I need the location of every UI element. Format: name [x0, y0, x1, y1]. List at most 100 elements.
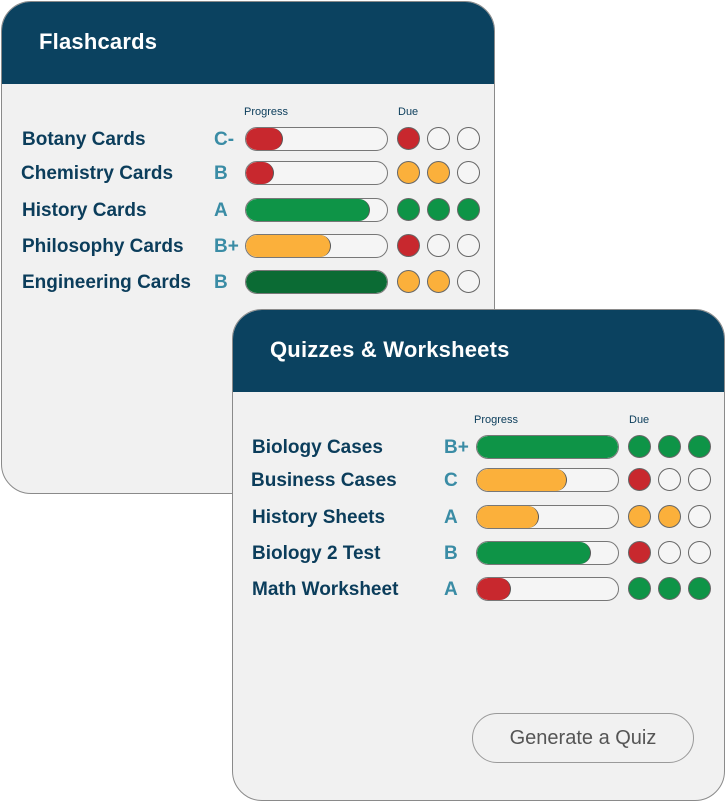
- list-item[interactable]: Biology 2 Test B: [233, 540, 724, 568]
- item-name: Botany Cards: [22, 129, 146, 150]
- item-grade: C-: [214, 129, 235, 150]
- list-item[interactable]: History Sheets A: [233, 504, 724, 532]
- due-dot-empty: [658, 468, 681, 491]
- flashcards-panel: Flashcards Progress Due Botany Cards C- Ch…: [1, 1, 495, 494]
- due-dot-empty: [688, 541, 711, 564]
- due-dot-empty: [658, 541, 681, 564]
- list-item[interactable]: History Cards A: [2, 197, 494, 225]
- due-dot-green: [658, 435, 681, 458]
- progress-bar-fill: [477, 469, 568, 491]
- due-dot-empty: [457, 234, 480, 257]
- due-dot-green: [457, 198, 480, 221]
- due-dot-red: [397, 127, 420, 150]
- progress-bar: [476, 435, 619, 459]
- due-dot-green: [688, 435, 711, 458]
- due-dot-empty: [457, 270, 480, 293]
- item-name: Philosophy Cards: [22, 236, 184, 257]
- due-dot-green: [688, 577, 711, 600]
- item-name: Chemistry Cards: [21, 163, 174, 184]
- quizzes-title: Quizzes & Worksheets: [270, 337, 510, 362]
- due-dot-yellow: [397, 161, 420, 184]
- progress-column-header: Progress: [474, 414, 519, 426]
- list-item[interactable]: Engineering Cards B: [2, 269, 494, 297]
- progress-bar-fill: [246, 162, 275, 184]
- progress-bar-fill: [246, 235, 331, 257]
- list-item[interactable]: Business Cases C: [233, 467, 724, 495]
- progress-bar-fill: [477, 542, 592, 564]
- due-indicators: [397, 198, 480, 221]
- item-grade: B: [444, 543, 458, 564]
- due-dot-red: [397, 234, 420, 257]
- due-indicators: [397, 270, 480, 293]
- due-dot-green: [628, 577, 651, 600]
- progress-bar: [245, 127, 388, 151]
- due-indicators: [628, 541, 711, 564]
- progress-bar: [245, 198, 388, 222]
- due-dot-empty: [457, 161, 480, 184]
- list-item[interactable]: Biology Cases B+: [233, 434, 724, 462]
- progress-bar: [476, 577, 619, 601]
- progress-bar: [476, 505, 619, 529]
- item-name: Biology 2 Test: [252, 543, 381, 564]
- progress-bar: [245, 270, 388, 294]
- progress-bar-fill: [477, 436, 618, 458]
- item-grade: A: [444, 507, 458, 528]
- due-dot-yellow: [427, 270, 450, 293]
- due-dot-red: [628, 541, 651, 564]
- item-name: History Cards: [22, 200, 147, 221]
- item-name: History Sheets: [252, 507, 386, 528]
- list-item[interactable]: Philosophy Cards B+: [2, 233, 494, 261]
- due-dot-green: [628, 435, 651, 458]
- list-item[interactable]: Math Worksheet A: [233, 576, 724, 604]
- due-indicators: [397, 161, 480, 184]
- progress-bar: [245, 161, 388, 185]
- due-dot-green: [397, 198, 420, 221]
- progress-bar-fill: [246, 199, 371, 221]
- due-dot-yellow: [397, 270, 420, 293]
- progress-column-header: Progress: [244, 106, 289, 118]
- flashcards-header: Flashcards: [2, 2, 494, 84]
- due-column-header: Due: [398, 106, 419, 118]
- item-grade: A: [214, 200, 228, 221]
- flashcards-title: Flashcards: [39, 29, 158, 54]
- due-dot-yellow: [658, 505, 681, 528]
- progress-bar-fill: [477, 506, 540, 528]
- due-indicators: [628, 577, 711, 600]
- item-name: Business Cases: [251, 470, 397, 491]
- item-grade: B+: [444, 437, 469, 458]
- item-grade: B: [214, 163, 228, 184]
- quizzes-panel: Quizzes & Worksheets Progress Due Biolog…: [232, 309, 725, 801]
- due-indicators: [397, 234, 480, 257]
- item-name: Math Worksheet: [252, 579, 399, 600]
- progress-bar: [245, 234, 388, 258]
- item-grade: B+: [214, 236, 239, 257]
- due-dot-yellow: [628, 505, 651, 528]
- due-dot-green: [427, 198, 450, 221]
- progress-bar-fill: [246, 128, 283, 150]
- item-grade: C: [444, 470, 458, 491]
- item-grade: A: [444, 579, 458, 600]
- item-grade: B: [214, 272, 228, 293]
- due-dot-empty: [457, 127, 480, 150]
- list-item[interactable]: Chemistry Cards B: [2, 160, 494, 188]
- progress-bar-fill: [246, 271, 387, 293]
- item-name: Engineering Cards: [22, 272, 191, 293]
- due-dot-yellow: [427, 161, 450, 184]
- progress-bar: [476, 468, 619, 492]
- due-indicators: [628, 505, 711, 528]
- list-item[interactable]: Botany Cards C-: [2, 126, 494, 154]
- generate-quiz-button[interactable]: Generate a Quiz: [472, 713, 694, 763]
- item-name: Biology Cases: [252, 437, 383, 458]
- quizzes-header: Quizzes & Worksheets: [233, 310, 724, 392]
- progress-bar-fill: [477, 578, 511, 600]
- due-indicators: [397, 127, 480, 150]
- due-dot-empty: [688, 505, 711, 528]
- due-column-header: Due: [629, 414, 650, 426]
- due-indicators: [628, 435, 711, 458]
- due-dot-empty: [688, 468, 711, 491]
- due-dot-empty: [427, 234, 450, 257]
- due-dot-green: [658, 577, 681, 600]
- due-dot-red: [628, 468, 651, 491]
- progress-bar: [476, 541, 619, 565]
- due-indicators: [628, 468, 711, 491]
